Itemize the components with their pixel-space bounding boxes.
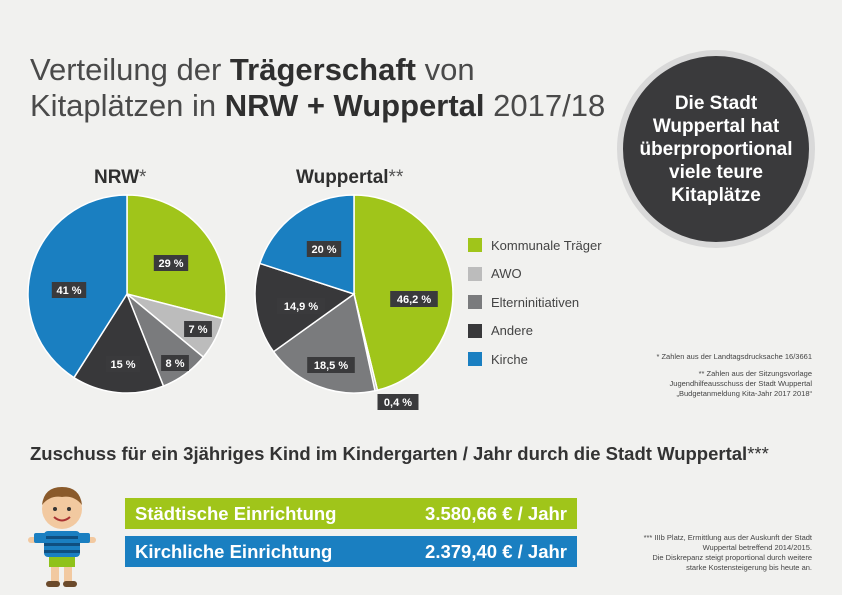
child-illustration-icon xyxy=(28,487,96,587)
pie-data-label: 7 % xyxy=(184,321,212,337)
legend-item-eltern: Elterninitiativen xyxy=(468,288,602,317)
wuppertal-pie-chart: 46,2 % 0,4 % 18,5 % 14,9 % 20 % xyxy=(254,194,454,410)
svg-text:0,4 %: 0,4 % xyxy=(384,397,412,409)
subsidy-amount: 3.580,66 € / Jahr xyxy=(425,502,567,524)
legend-swatch xyxy=(468,352,482,367)
footnote-nrw: * Zahlen aus der Landtagsdrucksache 16/3… xyxy=(656,352,812,361)
legend-swatch xyxy=(468,323,482,338)
pie-data-label: 29 % xyxy=(153,255,189,271)
pie-data-label: 20 % xyxy=(306,241,342,257)
legend-swatch xyxy=(468,266,482,281)
svg-text:46,2 %: 46,2 % xyxy=(397,294,431,306)
subsidy-amount: 2.379,40 € / Jahr xyxy=(425,540,567,562)
page-title: Verteilung der Trägerschaft von Kitaplät… xyxy=(30,52,606,123)
nrw-pie-title: NRW* xyxy=(94,167,147,188)
subsidy-row-kirchlich: Kirchliche Einrichtung 2.379,40 € / Jahr xyxy=(125,536,577,567)
pie-data-label: 15 % xyxy=(105,356,141,372)
pie-slice xyxy=(72,292,165,394)
subsidy-heading: Zuschuss für ein 3jähriges Kind im Kinde… xyxy=(30,443,769,464)
pie-data-label: 18,5 % xyxy=(307,357,355,373)
pie-data-label: 46,2 % xyxy=(390,291,438,307)
legend-item-kommunale: Kommunale Träger xyxy=(468,231,602,260)
pie-data-label: 14,9 % xyxy=(277,298,325,314)
svg-text:14,9 %: 14,9 % xyxy=(284,301,318,313)
svg-text:8 %: 8 % xyxy=(166,358,185,370)
footnote-wuppertal: ** Zahlen aus der Sitzungsvorlage Jugend… xyxy=(669,369,812,398)
svg-text:20 %: 20 % xyxy=(311,244,336,256)
svg-text:18,5 %: 18,5 % xyxy=(314,360,348,372)
wuppertal-pie-title: Wuppertal** xyxy=(296,167,404,188)
footnote-subsidy: *** IIIb Platz, Ermittlung aus der Ausku… xyxy=(643,533,812,572)
nrw-pie-chart: 29 % 7 % 8 % 15 % 41 % xyxy=(27,194,227,394)
highlight-bubble: Die Stadt Wuppertal hat überproportional… xyxy=(617,50,815,248)
pie-data-label: 0,4 % xyxy=(377,394,419,410)
subsidy-label: Städtische Einrichtung xyxy=(135,502,337,524)
legend-swatch xyxy=(468,238,482,253)
subsidy-label: Kirchliche Einrichtung xyxy=(135,540,333,562)
legend-item-andere: Andere xyxy=(468,317,602,346)
svg-text:41 %: 41 % xyxy=(56,285,81,297)
legend: Kommunale Träger AWO Elterninitiativen A… xyxy=(468,231,602,374)
svg-text:29 %: 29 % xyxy=(158,258,183,270)
legend-item-kirche: Kirche xyxy=(468,345,602,374)
subsidy-row-staedtisch: Städtische Einrichtung 3.580,66 € / Jahr xyxy=(125,498,577,529)
pie-data-label: 8 % xyxy=(161,355,189,371)
pie-data-label: 41 % xyxy=(51,282,87,298)
legend-item-awo: AWO xyxy=(468,260,602,289)
svg-text:15 %: 15 % xyxy=(110,359,135,371)
legend-swatch xyxy=(468,295,482,310)
svg-text:7 %: 7 % xyxy=(189,324,208,336)
